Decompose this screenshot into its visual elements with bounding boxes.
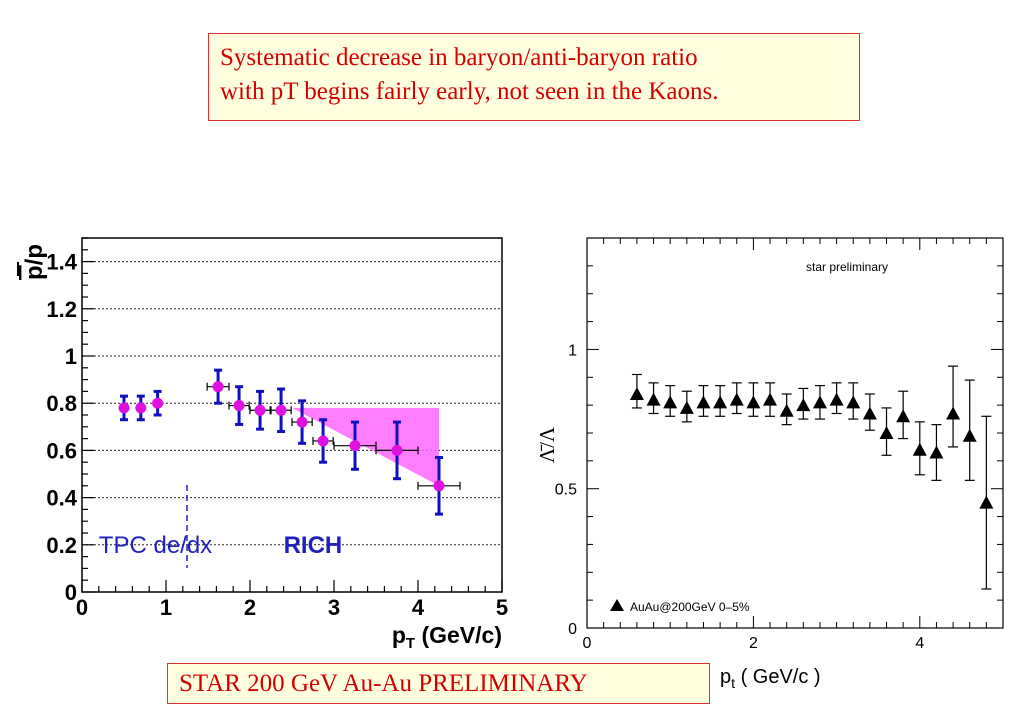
legend-marker (610, 599, 624, 611)
y-tick-label: 0.5 (555, 482, 577, 499)
y-tick-label: 0.8 (46, 391, 77, 416)
y-tick-label: 0 (568, 621, 577, 638)
x-axis-title: pT (GeV/c) (392, 622, 502, 652)
data-point (962, 428, 977, 442)
data-point (846, 395, 861, 409)
rich-label: RICH (284, 532, 343, 559)
data-point (979, 495, 994, 509)
data-point (349, 440, 361, 452)
x-axis-title-rest: ( GeV/c ) (735, 666, 821, 688)
x-tick-label: 0 (76, 595, 88, 620)
plot-frame (586, 237, 1004, 629)
data-point (796, 398, 811, 412)
data-point (862, 406, 877, 420)
x-tick-label: 4 (412, 595, 425, 620)
x-tick-label: 0 (583, 635, 592, 652)
bottom-annotation-box: STAR 200 GeV Au-Au PRELIMINARY (167, 663, 710, 704)
y-axis-title: p/p (21, 244, 48, 280)
top-annotation-line-1: Systematic decrease in baryon/anti-baryo… (220, 44, 698, 71)
data-point (746, 395, 761, 409)
systematic-band (292, 407, 439, 486)
y-tick-label: 0.4 (46, 486, 77, 511)
y-tick-label: 0.2 (46, 533, 77, 558)
data-point (896, 409, 911, 423)
y-axis-title-rest: /p (21, 244, 48, 265)
y-tick-label: 1 (65, 344, 77, 369)
x-tick-label: 1 (160, 595, 172, 620)
x-tick-label: 2 (244, 595, 256, 620)
top-annotation-box: Systematic decrease in baryon/anti-baryo… (208, 33, 860, 121)
x-axis-title-main: p (392, 622, 406, 648)
y-axis-title: Λ̄/Λ (535, 426, 559, 463)
x-axis-title-main: p (720, 666, 731, 688)
data-point (713, 395, 728, 409)
data-point (646, 392, 661, 406)
data-point (763, 392, 778, 406)
data-point (433, 480, 445, 492)
legend-label: AuAu@200GeV 0–5% (630, 600, 750, 614)
data-point (275, 404, 287, 416)
x-axis-title-sub: T (406, 635, 415, 652)
data-point (118, 402, 130, 414)
tpc-label: TPC de/dx (99, 532, 212, 559)
x-axis-title: pt ( GeV/c ) (720, 666, 821, 691)
y-tick-label: 1 (568, 342, 577, 359)
data-point (296, 416, 308, 428)
star-preliminary-label: star preliminary (806, 260, 888, 274)
y-tick-label: 1.4 (46, 250, 77, 275)
data-point (812, 395, 827, 409)
x-tick-label: 2 (749, 635, 758, 652)
data-point (317, 435, 329, 447)
y-axis-title-pbar: p (21, 265, 48, 280)
x-axis-title-sub: t (731, 675, 735, 691)
data-point (135, 402, 147, 414)
data-point (212, 381, 224, 393)
data-point (391, 444, 403, 456)
x-tick-label: 4 (915, 635, 924, 652)
x-tick-label: 5 (496, 595, 508, 620)
data-point (696, 395, 711, 409)
data-point (254, 404, 266, 416)
x-tick-label: 3 (328, 595, 340, 620)
data-point (729, 392, 744, 406)
data-point (879, 426, 894, 439)
y-tick-label: 1.2 (46, 297, 77, 322)
x-axis-title-rest: (GeV/c) (415, 622, 502, 648)
y-tick-label: 0.6 (46, 438, 77, 463)
data-point (679, 400, 694, 414)
data-point (629, 387, 644, 400)
data-point (779, 403, 794, 417)
data-point (929, 445, 944, 459)
y-tick-label: 0 (65, 580, 77, 605)
top-annotation-line-2: with pT begins fairly early, not seen in… (220, 78, 719, 105)
data-point (946, 406, 961, 420)
bottom-annotation-text: STAR 200 GeV Au-Au PRELIMINARY (179, 670, 588, 697)
data-point (233, 400, 245, 412)
data-point (912, 442, 927, 456)
data-point (829, 392, 844, 406)
data-point (663, 395, 678, 409)
data-point (152, 397, 164, 409)
